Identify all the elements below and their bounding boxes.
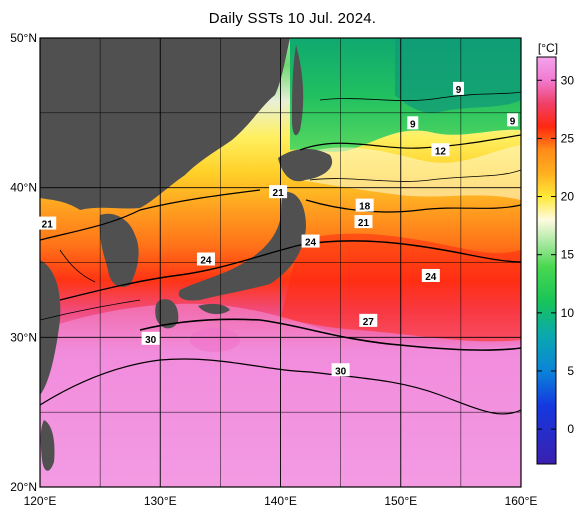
land-kyushu	[155, 299, 179, 329]
colorbar-strip	[536, 56, 557, 465]
contour-label: 21	[354, 215, 373, 229]
map-frame	[39, 37, 522, 488]
contour-label: 27	[359, 313, 378, 328]
contour-label: 21	[269, 185, 288, 199]
colorbar-tick-label: 30	[561, 73, 575, 87]
lon-tick-label: 150°E	[384, 494, 417, 508]
contour-label-box	[331, 363, 350, 377]
land-hokkaido	[278, 148, 333, 182]
contour-label: 30	[331, 363, 350, 377]
colorbar-ticks: 30 25 20 15 10 5 0	[537, 73, 574, 436]
colorbar-tick-label: 25	[561, 131, 575, 145]
contour-label-text: 30	[145, 335, 157, 346]
colorbar-unit: [°C]	[538, 41, 558, 55]
colorbar-tick-label: 5	[567, 364, 574, 378]
colorbar-tick-label: 15	[561, 248, 575, 262]
land-masses	[40, 38, 333, 471]
contour-label-text: 21	[42, 220, 54, 231]
contour-label-text: 12	[435, 146, 447, 157]
colorbar-tick-label: 0	[567, 422, 574, 436]
isotherms	[40, 91, 521, 415]
contour-label-box	[359, 313, 378, 327]
contour-label: 24	[196, 252, 215, 267]
contour-label-box	[269, 185, 288, 199]
contour-label-text: 9	[410, 119, 416, 130]
contour-label: 21	[38, 216, 57, 231]
land-asia	[40, 38, 290, 210]
lat-tick-label: 50°N	[10, 31, 37, 45]
lon-tick-label: 140°E	[264, 494, 297, 508]
contour-label-box	[301, 234, 320, 248]
contour-labels: 9 9 9 12 21 18 21 21 24 24 24 27 30 30	[38, 81, 519, 377]
contour-label-box	[355, 198, 374, 212]
contour-label-text: 24	[305, 238, 317, 249]
contour-label: 24	[421, 268, 440, 283]
lon-tick-label: 160°E	[505, 494, 538, 508]
contour-label-box	[421, 268, 440, 282]
contour-label-text: 24	[425, 272, 437, 283]
colorbar-tick-label: 10	[561, 306, 575, 320]
map-title: Daily SSTs 10 Jul. 2024.	[208, 10, 377, 27]
contour-label: 30	[141, 331, 160, 346]
contour-label: 24	[301, 234, 320, 249]
contour-label-text: 21	[273, 188, 285, 199]
land-korea	[99, 213, 139, 287]
land-shikoku	[198, 303, 230, 315]
contour-label-text: 27	[363, 317, 375, 328]
contour-label-box	[431, 143, 450, 157]
land-honshu	[178, 191, 306, 301]
contour-label: 9	[452, 81, 464, 96]
contour-label: 18	[355, 198, 374, 213]
contour-label-box	[141, 331, 160, 345]
contour-label-box	[452, 81, 464, 95]
land-china-coast	[40, 260, 61, 395]
lon-tick-label: 120°E	[24, 494, 57, 508]
contour-label-box	[354, 215, 373, 229]
lon-tick-label: 130°E	[144, 494, 177, 508]
lat-tick-label: 40°N	[10, 181, 37, 195]
lat-tick-label: 30°N	[10, 330, 37, 344]
axis-labels: 120°E 130°E 140°E 150°E 160°E 50°N 40°N 30°N 20°…	[10, 31, 537, 508]
contour-label-box	[38, 216, 57, 230]
contour-label: 9	[407, 116, 419, 130]
contour-label-box	[507, 113, 519, 127]
contour-label-box	[196, 252, 215, 266]
lat-tick-label: 20°N	[10, 480, 37, 494]
contour-label: 9	[507, 113, 519, 127]
contour-label-text: 21	[358, 218, 370, 229]
colorbar: [°C] 30 25 20 15 10 5 0	[536, 41, 574, 465]
contour-label-text: 24	[200, 256, 212, 267]
land-taiwan	[40, 420, 55, 471]
colorbar-tick-label: 20	[561, 190, 575, 204]
contour-label-text: 9	[510, 116, 516, 127]
contour-label: 12	[431, 143, 450, 157]
contour-label-box	[407, 116, 419, 130]
contour-label-text: 9	[456, 85, 462, 96]
contour-label-text: 30	[335, 366, 347, 377]
contour-label-text: 18	[359, 202, 371, 213]
